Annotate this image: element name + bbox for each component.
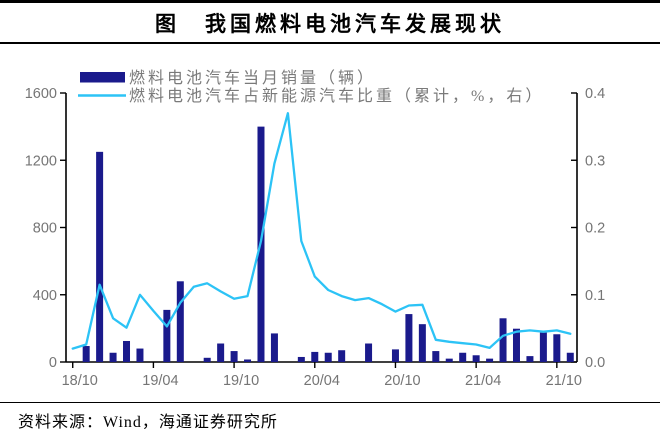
bar-19/02 <box>123 340 131 362</box>
bar-21/11 <box>566 352 574 362</box>
bar-18/12 <box>96 151 104 362</box>
x-axis-tick-label: 19/04 <box>142 373 178 389</box>
bar-18/11 <box>82 346 90 362</box>
bar-20/01 <box>270 333 278 362</box>
bar-21/06 <box>499 318 507 362</box>
bar-19/10 <box>230 351 238 362</box>
x-axis-tick-label: 20/10 <box>384 373 420 389</box>
bar-21/10 <box>553 334 561 362</box>
x-axis-tick-label: 19/10 <box>223 373 259 389</box>
x-axis-tick-label: 18/10 <box>62 373 98 389</box>
figure-footer: 资料来源：Wind，海通证券研究所 <box>0 402 660 435</box>
bar-21/03 <box>459 352 467 362</box>
left-axis-tick-label: 800 <box>33 221 57 237</box>
bar-20/05 <box>324 352 332 362</box>
chart-area: 0 400 800 1200 1600 0.0 0.1 0.2 0.3 0.4 18/10 19/04… <box>0 46 660 402</box>
x-axis-tick-label: 21/04 <box>465 373 501 389</box>
x-axis-tick-label: 20/04 <box>304 373 340 389</box>
right-axis-tick-label: 0.2 <box>585 221 605 237</box>
left-axis-tick-label: 400 <box>33 288 57 304</box>
source-note: 资料来源：Wind，海通证券研究所 <box>18 414 278 431</box>
figure-header: 图 我国燃料电池汽车发展现状 <box>0 0 660 44</box>
bar-21/07 <box>512 328 520 362</box>
bar-19/11 <box>244 359 252 362</box>
chart-title: 图 我国燃料电池汽车发展现状 <box>155 11 505 36</box>
right-axis-tick-label: 0.0 <box>585 355 605 371</box>
right-axis-tick-label: 0.1 <box>585 288 605 304</box>
bar-19/01 <box>109 352 117 362</box>
bar-21/05 <box>486 358 494 362</box>
ratio-line <box>71 112 572 350</box>
left-axis-tick-label: 0 <box>49 355 57 371</box>
bar-20/12 <box>418 324 426 362</box>
bar-21/01 <box>432 351 440 362</box>
bar-21/09 <box>539 332 547 362</box>
legend-bar-swatch <box>80 72 125 83</box>
bar-19/03 <box>136 348 144 362</box>
left-axis-tick-label: 1200 <box>25 153 57 169</box>
bar-20/08 <box>365 343 373 362</box>
legend-line-label: 燃料电池汽车占新能源汽车比重（累计，%，右） <box>129 87 544 105</box>
legend-bar-label: 燃料电池汽车当月销量（辆） <box>129 69 376 87</box>
right-axis-tick-label: 0.4 <box>585 86 605 102</box>
right-axis-tick-label: 0.3 <box>585 153 605 169</box>
bar-19/05 <box>163 309 171 362</box>
bar-20/10 <box>391 349 399 362</box>
bar-19/09 <box>217 343 225 362</box>
bar-20/06 <box>338 350 346 362</box>
bar-21/08 <box>526 356 534 362</box>
bar-21/04 <box>472 355 480 362</box>
bar-20/11 <box>405 314 413 362</box>
bar-20/03 <box>297 356 305 362</box>
bar-19/06 <box>176 281 184 362</box>
left-axis-tick-label: 1600 <box>25 86 57 102</box>
x-axis-tick-label: 21/10 <box>546 373 582 389</box>
bar-19/08 <box>203 357 211 362</box>
chart-canvas: 0 400 800 1200 1600 0.0 0.1 0.2 0.3 0.4 18/10 19/04… <box>25 69 605 389</box>
bar-20/04 <box>311 351 319 362</box>
bar-21/02 <box>445 358 453 362</box>
